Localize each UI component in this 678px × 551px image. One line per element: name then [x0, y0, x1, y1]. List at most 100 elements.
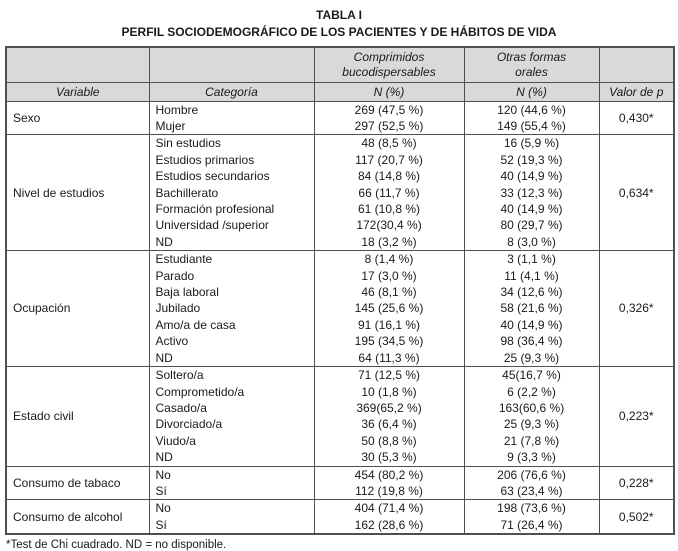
category-cell: Baja laboral: [148, 284, 315, 301]
table-row: Jubilado 145 (25,6 %) 58 (21,6 %): [6, 300, 674, 317]
otras-formas-value-cell: 25 (9,3 %): [463, 416, 600, 433]
otras-formas-value-cell: 98 (36,4 %): [463, 333, 600, 350]
p-value-cell: 0,326*: [598, 250, 675, 367]
otras-formas-value-cell: 198 (73,6 %): [463, 499, 600, 517]
bucodispersables-value-cell: 30 (5,3 %): [313, 449, 465, 467]
otras-formas-value-cell: 120 (44,6 %): [463, 100, 600, 118]
category-cell: No: [148, 499, 315, 517]
variable-cell: Estado civil: [5, 366, 150, 467]
category-cell: Sí: [148, 516, 315, 535]
otras-formas-value-cell: 80 (29,7 %): [463, 217, 600, 234]
otras-formas-value-cell: 45(16,7 %): [463, 366, 600, 384]
table-row: Nivel de estudios Sin estudios 48 (8,5 %) 1…: [5, 134, 675, 251]
bucodispersables-value-cell: 91 (16,1 %): [313, 316, 465, 334]
column-header-variable: Variable: [5, 81, 150, 102]
category-cell: Bachillerato: [148, 184, 315, 202]
bucodispersables-value-cell: 145 (25,6 %): [313, 300, 465, 317]
category-cell: ND: [148, 449, 315, 467]
otras-formas-value-cell: 40 (14,9 %): [463, 168, 600, 185]
otras-formas-value-cell: 71 (26,4 %): [463, 516, 600, 535]
table-row: Amo/a de casa 91 (16,1 %) 40 (14,9 %): [6, 316, 674, 334]
table-row: Sí 162 (28,6 %) 71 (26,4 %): [6, 516, 674, 535]
table-row: Divorciado/a 36 (6,4 %) 25 (9,3 %): [6, 416, 674, 433]
table-row: Comprometido/a 10 (1,8 %) 6 (2,2 %): [6, 383, 674, 400]
bucodispersables-value-cell: 50 (8,8 %): [313, 432, 465, 450]
bucodispersables-value-cell: 454 (80,2 %): [313, 465, 465, 483]
category-cell: Estudios secundarios: [148, 168, 315, 185]
bucodispersables-value-cell: 64 (11,3 %): [313, 349, 465, 367]
bucodispersables-value-cell: 112 (19,8 %): [313, 482, 465, 500]
otras-formas-value-cell: 25 (9,3 %): [463, 349, 600, 367]
table-title: TABLA I PERFIL SOCIODEMOGRÁFICO DE LOS P…: [5, 7, 673, 41]
bucodispersables-value-cell: 61 (10,8 %): [313, 201, 465, 218]
p-value-cell: 0,634*: [598, 134, 675, 251]
category-cell: ND: [148, 349, 315, 367]
bucodispersables-value-cell: 17 (3,0 %): [313, 267, 465, 285]
bucodispersables-value-cell: 71 (12,5 %): [313, 366, 465, 384]
bucodispersables-value-cell: 297 (52,5 %): [313, 118, 465, 135]
category-cell: Mujer: [148, 118, 315, 135]
otras-formas-value-cell: 40 (14,9 %): [463, 201, 600, 218]
column-header-categoria: Categoría: [148, 81, 315, 102]
bucodispersables-value-cell: 404 (71,4 %): [313, 499, 465, 517]
category-cell: Divorciado/a: [148, 416, 315, 433]
bucodispersables-value-cell: 369(65,2 %): [313, 399, 465, 417]
header-group-row: Comprimidos bucodispersables Otras forma…: [5, 46, 675, 83]
bucodispersables-value-cell: 48 (8,5 %): [313, 134, 465, 152]
category-cell: Estudios primarios: [148, 151, 315, 169]
bucodispersables-value-cell: 117 (20,7 %): [313, 151, 465, 169]
table-row: ND 64 (11,3 %) 25 (9,3 %): [6, 349, 674, 367]
bucodispersables-value-cell: 18 (3,2 %): [313, 233, 465, 251]
table-caption: PERFIL SOCIODEMOGRÁFICO DE LOS PACIENTES…: [121, 24, 557, 39]
footnote: *Test de Chi cuadrado. ND = no disponibl…: [6, 539, 227, 551]
category-cell: Formación profesional: [148, 201, 315, 218]
table-row: Activo 195 (34,5 %) 98 (36,4 %): [6, 333, 674, 350]
table-row: Mujer 297 (52,5 %) 149 (55,4 %): [6, 118, 674, 135]
variable-cell: Consumo de tabaco: [5, 465, 150, 500]
table-row: Parado 17 (3,0 %) 11 (4,1 %): [6, 267, 674, 285]
category-cell: Amo/a de casa: [148, 316, 315, 334]
header-spacer-categoria: [148, 46, 315, 83]
bucodispersables-value-cell: 10 (1,8 %): [313, 383, 465, 400]
otras-formas-value-cell: 58 (21,6 %): [463, 300, 600, 317]
table-row: Estudios primarios 117 (20,7 %) 52 (19,3 %…: [6, 151, 674, 169]
otras-formas-value-cell: 16 (5,9 %): [463, 134, 600, 152]
table-row: Estado civil Soltero/a 71 (12,5 %) 45(16,7 …: [5, 366, 675, 467]
table-row: ND 30 (5,3 %) 9 (3,3 %): [6, 449, 674, 467]
bucodispersables-value-cell: 36 (6,4 %): [313, 416, 465, 433]
bucodispersables-value-cell: 195 (34,5 %): [313, 333, 465, 350]
category-cell: No: [148, 465, 315, 483]
category-cell: Soltero/a: [148, 366, 315, 384]
table-row: Estudios secundarios 84 (14,8 %) 40 (14,9 …: [6, 168, 674, 185]
otras-formas-value-cell: 52 (19,3 %): [463, 151, 600, 169]
table-row: Formación profesional 61 (10,8 %) 40 (14,9…: [6, 201, 674, 218]
otras-formas-value-cell: 149 (55,4 %): [463, 118, 600, 135]
p-value-cell: 0,223*: [598, 366, 675, 467]
table-row: Consumo de tabaco No 454 (80,2 %) 206 (76,6…: [5, 465, 675, 500]
header-spacer-valor-p: [598, 46, 675, 83]
table-number: TABLA I: [316, 8, 362, 22]
p-value-cell: 0,502*: [598, 499, 675, 535]
table-row: Baja laboral 46 (8,1 %) 34 (12,6 %): [6, 284, 674, 301]
otras-formas-value-cell: 11 (4,1 %): [463, 267, 600, 285]
bucodispersables-value-cell: 172(30,4 %): [313, 217, 465, 234]
otras-formas-value-cell: 9 (3,3 %): [463, 449, 600, 467]
table-row: Universidad /superior 172(30,4 %) 80 (29,7…: [6, 217, 674, 234]
variable-cell: Nivel de estudios: [5, 134, 150, 251]
otras-formas-value-cell: 3 (1,1 %): [463, 250, 600, 268]
table-row: Viudo/a 50 (8,8 %) 21 (7,8 %): [6, 432, 674, 450]
category-cell: Activo: [148, 333, 315, 350]
column-header-valor-p: Valor de p: [598, 81, 675, 102]
bucodispersables-value-cell: 46 (8,1 %): [313, 284, 465, 301]
p-value-cell: 0,228*: [598, 465, 675, 500]
category-cell: Sin estudios: [148, 134, 315, 152]
table-row: ND 18 (3,2 %) 8 (3,0 %): [6, 233, 674, 251]
variable-cell: Ocupación: [5, 250, 150, 367]
bucodispersables-value-cell: 66 (11,7 %): [313, 184, 465, 202]
otras-formas-value-cell: 34 (12,6 %): [463, 284, 600, 301]
header-columns-row: Variable Categoría N (%) N (%) Valor de …: [5, 81, 675, 102]
category-cell: Universidad /superior: [148, 217, 315, 234]
bucodispersables-value-cell: 84 (14,8 %): [313, 168, 465, 185]
bucodispersables-value-cell: 8 (1,4 %): [313, 250, 465, 268]
